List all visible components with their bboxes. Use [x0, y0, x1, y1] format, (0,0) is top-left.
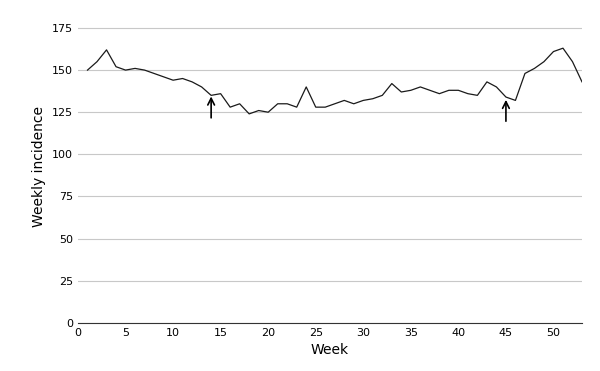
X-axis label: Week: Week — [311, 343, 349, 357]
Y-axis label: Weekly incidence: Weekly incidence — [32, 106, 46, 227]
